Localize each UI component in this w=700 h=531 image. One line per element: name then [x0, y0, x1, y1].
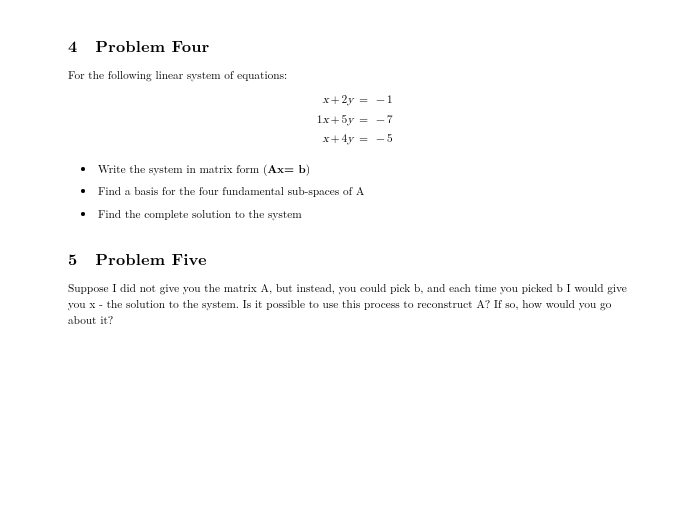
bullet-text: Find the complete solution to the system [98, 206, 302, 222]
bullet-list-4: Write the system in matrix form (Ax= b) … [68, 162, 632, 223]
section-heading-4: 4 Problem Four [68, 34, 632, 57]
bullet-text-bold: Ax= b [267, 161, 305, 177]
equation-row-3: x+4y = −5 [307, 130, 392, 150]
equation-row-2: 1x+5y = −7 [307, 111, 392, 131]
section-number: 5 [68, 247, 77, 270]
section-heading-5: 5 Problem Five [68, 247, 632, 270]
section-title: Problem Four [95, 34, 209, 57]
section-4-intro: For the following linear system of equat… [68, 67, 632, 83]
section-5-body: Suppose I did not give you the matrix A,… [68, 280, 632, 328]
equation-system: x+2y = −1 1x+5y = −7 x+4y = −5 [68, 91, 632, 150]
bullet-text: Find a basis for the four fundamental su… [98, 183, 364, 199]
equation-align-table: x+2y = −1 1x+5y = −7 x+4y = −5 [307, 91, 392, 150]
bullet-item: Find the complete solution to the system [96, 207, 632, 223]
bullet-item: Find a basis for the four fundamental su… [96, 184, 632, 200]
bullet-text-pre: Write the system in matrix form ( [98, 161, 267, 177]
section-number: 4 [68, 34, 77, 57]
document-page: 4 Problem Four For the following linear s… [0, 0, 700, 328]
section-title: Problem Five [95, 247, 206, 270]
equation-row-1: x+2y = −1 [307, 91, 392, 111]
bullet-item: Write the system in matrix form (Ax= b) [96, 162, 632, 178]
bullet-text-post: ) [306, 161, 310, 177]
